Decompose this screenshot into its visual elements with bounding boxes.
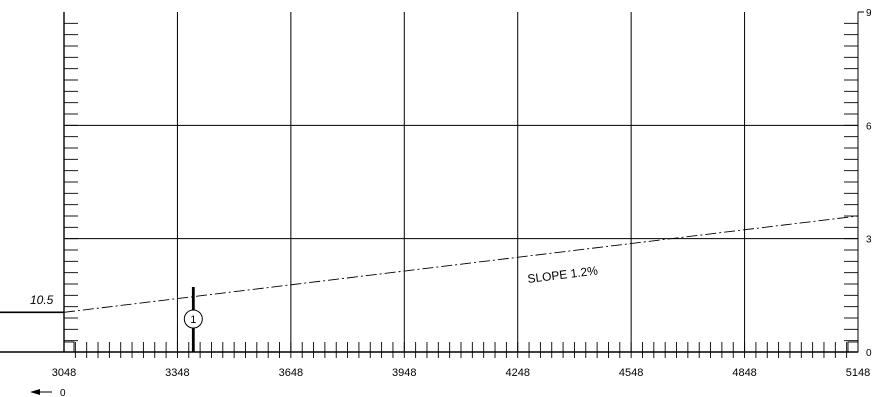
corner-box-left: [63, 341, 75, 353]
x-tick-label: 4248: [505, 367, 529, 379]
grid-lines: [64, 11, 864, 352]
corner-box-right: [847, 341, 859, 353]
origin-arrow: [30, 389, 52, 395]
x-tick-labels: 3048 3348 3648 3948 4248 4548 4848 5148: [52, 367, 870, 379]
x-tick-label: 3948: [392, 367, 416, 379]
marker-circle: [183, 309, 203, 329]
slope-label: SLOPE 1.2%: [527, 263, 599, 286]
y-tick-label: 3: [866, 235, 872, 246]
y-tick-label: 0: [866, 348, 872, 359]
left-level-label: 10.5: [30, 293, 54, 307]
y-tick-labels: 0 3 6 9: [866, 8, 872, 359]
x-tick-label: 4548: [619, 367, 643, 379]
x-tick-label: 3048: [52, 367, 76, 379]
origin-arrow-label: 0: [60, 388, 66, 397]
x-tick-label: 3648: [279, 367, 303, 379]
x-tick-label: 4848: [732, 367, 756, 379]
x-tick-label: 5148: [846, 367, 870, 379]
tick-marks: [63, 22, 859, 358]
slope-line: [63, 215, 859, 313]
y-tick-label: 6: [866, 121, 872, 132]
marker-label: 1: [190, 314, 196, 326]
y-tick-label: 9: [866, 8, 872, 19]
x-tick-label: 3348: [165, 367, 189, 379]
